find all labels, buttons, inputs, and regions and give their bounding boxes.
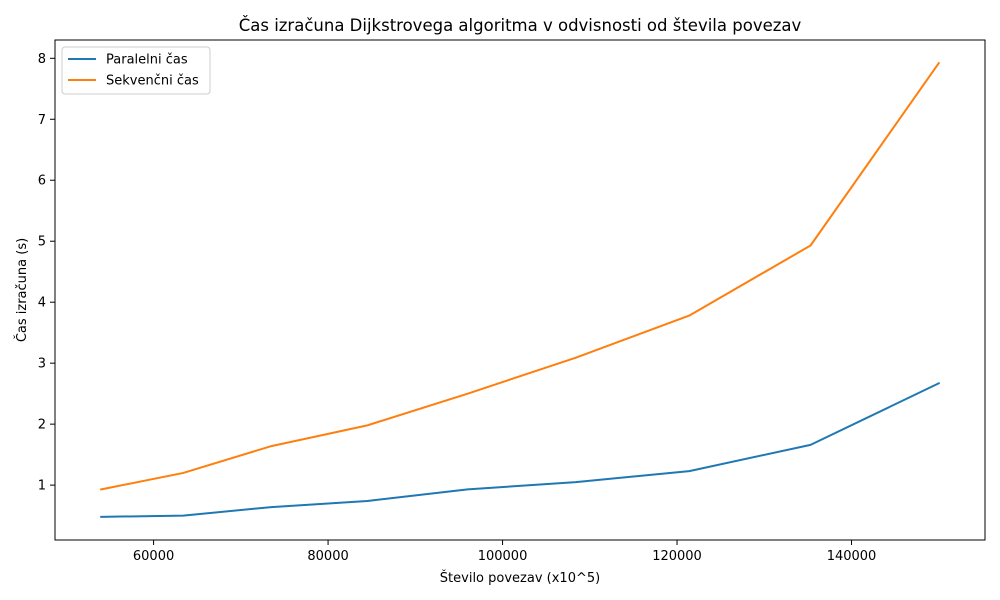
y-tick-label: 3 — [38, 357, 46, 372]
y-tick-label: 5 — [38, 235, 46, 250]
y-tick-label: 2 — [38, 418, 46, 433]
axes-frame — [54, 39, 986, 541]
x-axis-label: Število povezav (x10^5) — [440, 570, 600, 586]
y-tick-label: 7 — [38, 113, 46, 128]
y-tick-label: 6 — [38, 174, 46, 189]
x-tick-label: 80000 — [307, 549, 348, 564]
y-tick-label: 4 — [38, 296, 46, 311]
legend-label-2: Sekvenčni čas — [106, 74, 199, 89]
legend-box — [61, 46, 211, 95]
y-axis-label: Čas izračuna (s) — [14, 238, 30, 342]
x-tick-label: 120000 — [652, 549, 702, 564]
series-line-1 — [100, 381, 941, 518]
x-tick-label: 60000 — [133, 549, 174, 564]
x-tick-label: 140000 — [827, 549, 877, 564]
legend: Paralelni čas Sekvenčni čas — [61, 46, 211, 95]
plot-area: 60000 80000 100000 120000 140000 1 2 3 4 5 6 7 8 — [38, 39, 986, 564]
x-tick-label: 100000 — [478, 549, 528, 564]
legend-label-1: Paralelni čas — [106, 53, 188, 68]
chart-title: Čas izračuna Dijkstrovega algoritma v od… — [239, 16, 802, 35]
y-tick-label: 1 — [38, 479, 46, 494]
series-line-2 — [100, 61, 941, 491]
y-tick-label: 8 — [38, 52, 46, 67]
